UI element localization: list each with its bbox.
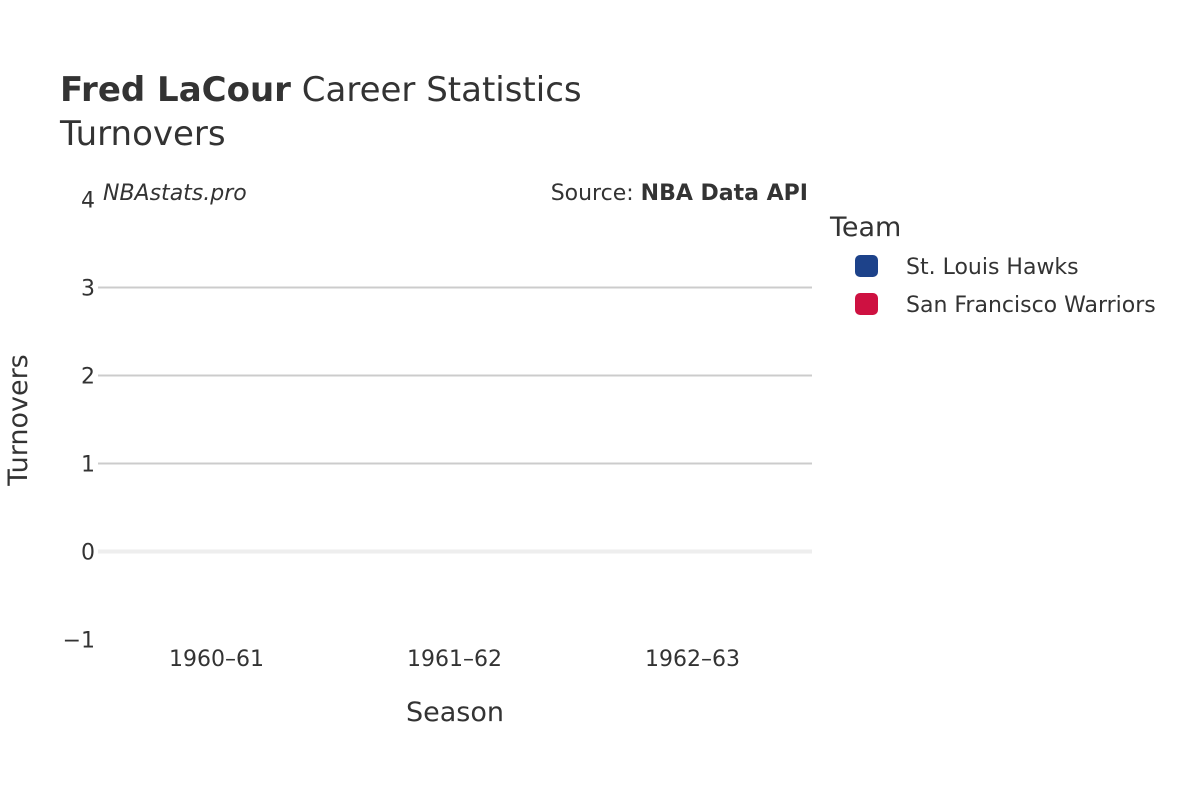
legend-label: St. Louis Hawks xyxy=(906,255,1079,280)
y-tick-label: 1 xyxy=(81,453,95,478)
legend-swatch xyxy=(855,255,878,277)
source-prefix: Source: xyxy=(551,181,641,206)
player-name: Fred LaCour xyxy=(60,70,291,110)
x-axis-ticks: 1960–61 1961–62 1962–63 xyxy=(169,647,740,672)
legend-title: Team xyxy=(829,212,901,243)
x-tick-label: 1962–63 xyxy=(645,647,740,672)
chart-title-block: Fred LaCour Career Statistics Turnovers xyxy=(60,68,582,156)
chart-subtitle: Turnovers xyxy=(60,114,226,154)
x-axis-title: Season xyxy=(406,697,504,728)
y-axis-ticks: −1 0 1 2 3 4 xyxy=(63,189,95,654)
y-tick-label: 3 xyxy=(81,277,95,302)
y-tick-label: 2 xyxy=(81,365,95,390)
legend-swatch xyxy=(855,293,878,315)
gridlines xyxy=(98,286,812,554)
chart-title: Fred LaCour Career Statistics xyxy=(60,68,582,112)
y-tick-label: −1 xyxy=(63,629,95,654)
y-axis-title: Turnovers xyxy=(3,354,34,487)
source-credit: Source: NBA Data API xyxy=(551,181,808,206)
y-tick-label: 4 xyxy=(81,189,95,214)
title-suffix: Career Statistics xyxy=(301,70,582,110)
site-watermark: NBAstats.pro xyxy=(103,181,247,206)
legend-label: San Francisco Warriors xyxy=(906,293,1156,318)
x-tick-label: 1961–62 xyxy=(407,647,502,672)
source-name: NBA Data API xyxy=(641,181,808,206)
legend: St. Louis Hawks San Francisco Warriors xyxy=(855,255,1156,318)
y-tick-label: 0 xyxy=(81,541,95,566)
x-tick-label: 1960–61 xyxy=(169,647,264,672)
